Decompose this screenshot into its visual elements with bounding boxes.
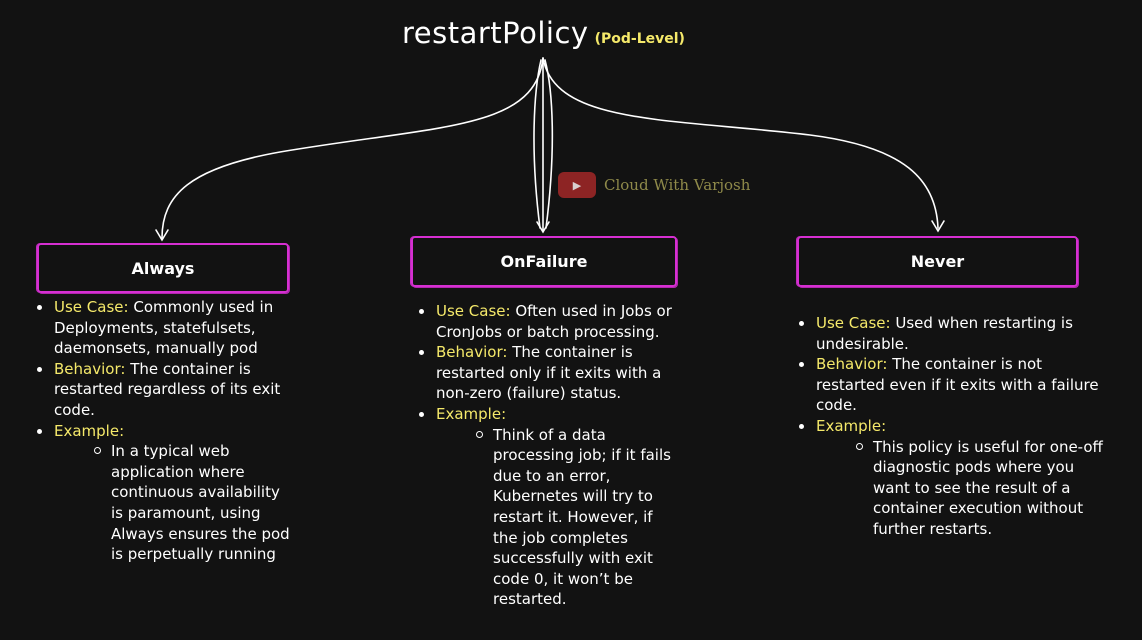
never-behavior: Behavior: The container is not restarted… <box>799 354 1101 416</box>
arrow-double-right <box>544 59 554 229</box>
onfailure-example: Example: Think of a data processing job;… <box>419 404 682 610</box>
node-never-label: Never <box>910 252 965 271</box>
onfailure-example-list: Think of a data processing job; if it fa… <box>436 425 682 610</box>
title-sub: (Pod-Level) <box>594 31 685 47</box>
arrowhead-never <box>931 220 945 233</box>
node-onfailure-label: OnFailure <box>500 252 588 271</box>
arrow-to-never <box>542 57 939 229</box>
always-bullet-list: Use Case: Commonly used in Deployments, … <box>32 297 290 565</box>
node-always: Always <box>37 243 289 293</box>
arrowhead-onfailure <box>536 221 550 234</box>
channel-watermark: ▶ Cloud With Varjosh <box>558 172 750 198</box>
arrow-double-left <box>533 59 542 229</box>
never-example-list: This policy is useful for one-off diagno… <box>816 437 1112 540</box>
always-behavior: Behavior: The container is restarted reg… <box>37 359 290 421</box>
onfailure-details: Use Case: Often used in Jobs or CronJobs… <box>414 301 682 610</box>
never-details: Use Case: Used when restarting is undesi… <box>794 313 1112 540</box>
always-example-text: In a typical web application where conti… <box>94 442 290 564</box>
never-use-case: Use Case: Used when restarting is undesi… <box>799 313 1106 354</box>
onfailure-bullet-list: Use Case: Often used in Jobs or CronJobs… <box>414 301 682 610</box>
onfailure-use-case: Use Case: Often used in Jobs or CronJobs… <box>419 301 682 342</box>
always-example-list: In a typical web application where conti… <box>54 441 290 565</box>
arrow-to-always <box>161 57 544 239</box>
never-example: Example: This policy is useful for one-o… <box>799 416 1112 540</box>
title-main: restartPolicy <box>402 16 589 50</box>
node-never: Never <box>797 236 1078 287</box>
always-details: Use Case: Commonly used in Deployments, … <box>32 297 290 565</box>
never-example-text: This policy is useful for one-off diagno… <box>856 437 1111 540</box>
always-example: Example: In a typical web application wh… <box>37 421 290 565</box>
onfailure-behavior: Behavior: The container is restarted onl… <box>419 342 682 404</box>
onfailure-example-text: Think of a data processing job; if it fa… <box>476 425 681 610</box>
watermark-text: Cloud With Varjosh <box>604 176 751 194</box>
node-onfailure: OnFailure <box>411 236 677 287</box>
youtube-play-icon: ▶ <box>558 172 596 198</box>
always-use-case: Use Case: Commonly used in Deployments, … <box>37 297 290 359</box>
node-always-label: Always <box>131 258 195 278</box>
never-bullet-list: Use Case: Used when restarting is undesi… <box>794 313 1112 540</box>
arrowhead-always <box>155 229 169 242</box>
diagram-title: restartPolicy (Pod-Level) <box>402 16 685 50</box>
